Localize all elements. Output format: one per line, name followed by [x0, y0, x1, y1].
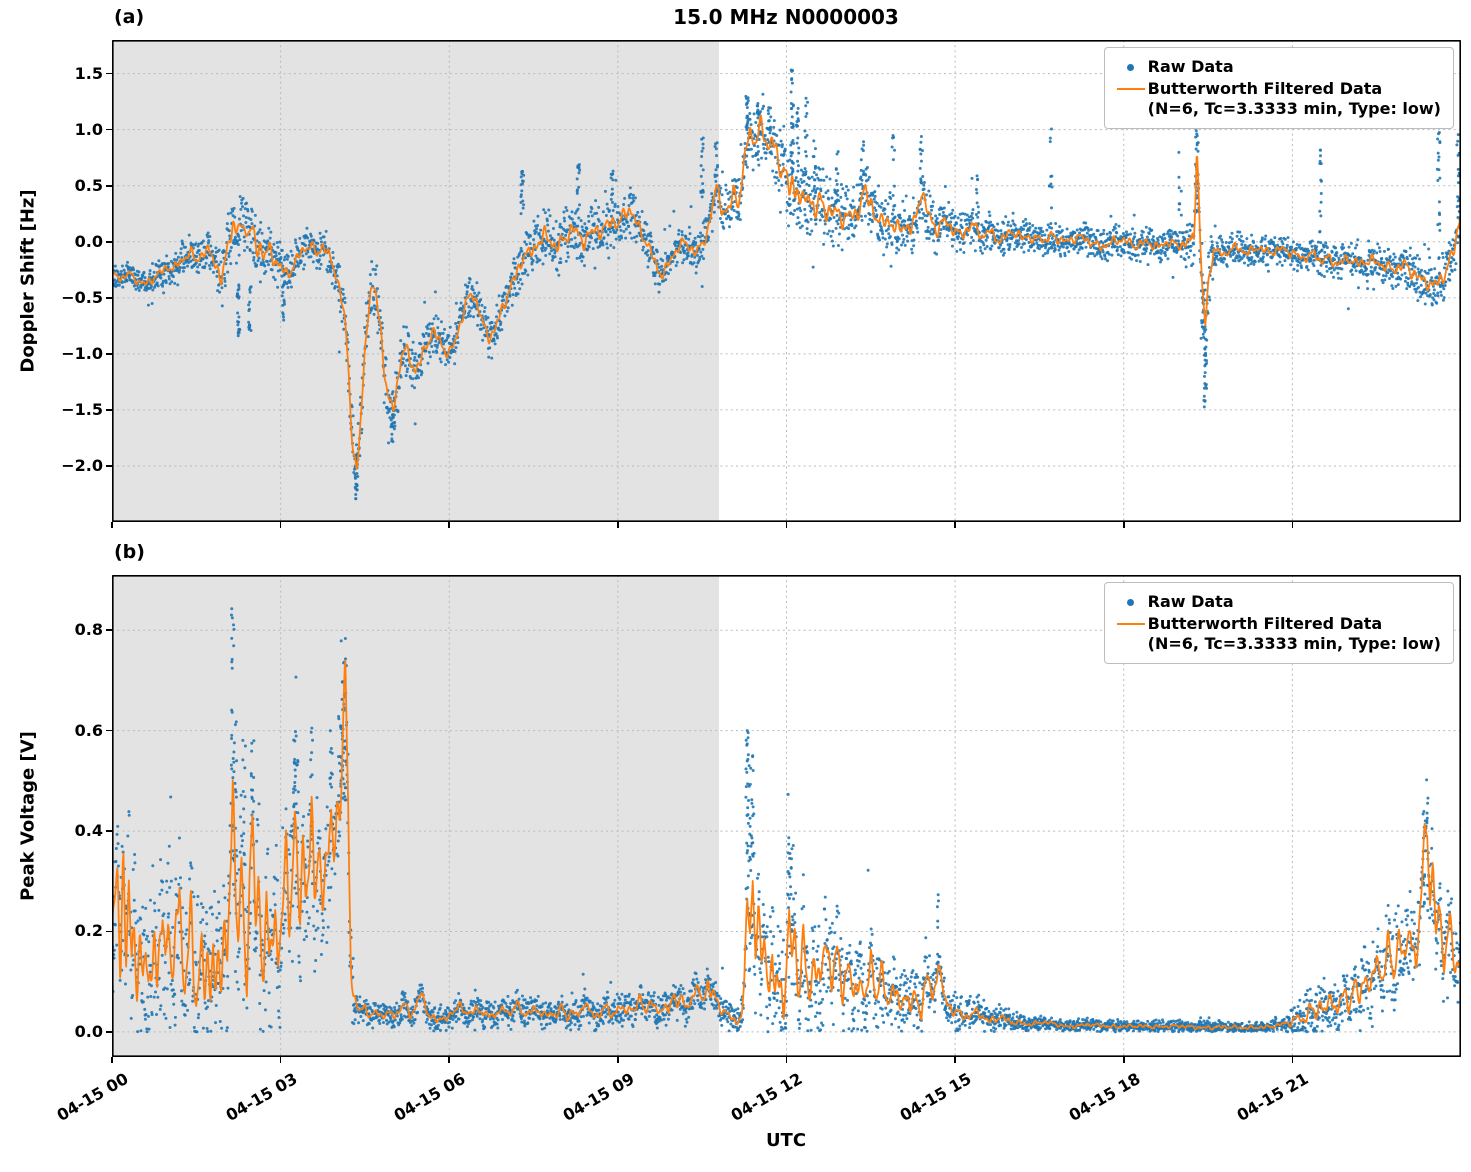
panel-a-y-axis-label: Doppler Shift [Hz] [17, 189, 39, 373]
panel-a-label: (a) [114, 6, 145, 28]
panel-b-legend: Raw Data Butterworth Filtered Data (N=6, … [1103, 582, 1454, 664]
y-tick-mark [106, 240, 112, 243]
x-tick-mark [279, 1057, 282, 1063]
legend-filtered-line2: (N=6, Tc=3.3333 min, Type: low) [1147, 634, 1441, 653]
y-tick-label: 0.4 [74, 821, 103, 841]
x-tick-mark [1291, 1057, 1294, 1063]
y-tick-mark [106, 128, 112, 131]
x-tick-label: 04-15 00 [53, 1069, 132, 1125]
raw-data-marker-icon [1114, 57, 1148, 77]
x-tick-mark [1291, 522, 1294, 528]
x-tick-mark [111, 522, 113, 528]
y-tick-label: 1.5 [74, 63, 103, 83]
legend-raw-label: Raw Data [1147, 592, 1234, 611]
y-tick-mark [106, 1031, 112, 1033]
x-tick-mark [954, 522, 956, 528]
y-tick-mark [106, 930, 112, 933]
panel-b-y-axis-label: Peak Voltage [V] [17, 731, 39, 901]
y-tick-mark [106, 297, 112, 299]
legend-entry-raw: Raw Data [1114, 57, 1441, 77]
x-tick-label: 04-15 09 [559, 1069, 638, 1125]
x-tick-label: 04-15 03 [222, 1069, 301, 1125]
x-axis-label: UTC [765, 1130, 807, 1151]
y-tick-label: 0.0 [74, 231, 103, 251]
y-tick-mark [106, 629, 112, 632]
y-tick-mark [106, 729, 112, 732]
legend-raw-label: Raw Data [1147, 57, 1234, 76]
legend-filtered-line2: (N=6, Tc=3.3333 min, Type: low) [1147, 99, 1441, 118]
orange-line-icon [1116, 623, 1145, 625]
legend-filtered-label: Butterworth Filtered Data (N=6, Tc=3.3333… [1148, 614, 1441, 654]
y-tick-label: −1.0 [61, 343, 103, 363]
x-tick-mark [448, 522, 451, 528]
y-tick-label: −0.5 [61, 287, 103, 307]
legend-entry-raw: Raw Data [1114, 592, 1441, 612]
blue-dot-icon [1127, 63, 1135, 71]
y-tick-label: 0.0 [74, 1021, 103, 1041]
legend-entry-filtered: Butterworth Filtered Data (N=6, Tc=3.3333… [1114, 79, 1441, 119]
x-tick-label: 04-15 18 [1065, 1069, 1144, 1125]
raw-data-marker-icon [1114, 592, 1148, 612]
y-tick-mark [106, 353, 112, 355]
x-tick-mark [1122, 522, 1125, 528]
x-tick-mark [279, 522, 282, 528]
x-tick-mark [954, 1057, 956, 1063]
x-tick-mark [448, 1057, 451, 1063]
blue-dot-icon [1127, 598, 1135, 606]
y-tick-label: 1.0 [74, 119, 103, 139]
y-tick-mark [106, 465, 112, 467]
chart-title: 15.0 MHz N0000003 [673, 5, 899, 29]
x-tick-label: 04-15 06 [390, 1069, 469, 1125]
x-tick-mark [617, 1057, 619, 1063]
orange-line-icon [1116, 88, 1145, 90]
filtered-line-marker-icon [1114, 79, 1148, 99]
y-tick-label: 0.5 [74, 175, 103, 195]
filtered-line-marker-icon [1114, 614, 1148, 634]
x-tick-mark [785, 1057, 788, 1063]
legend-filtered-line1: Butterworth Filtered Data [1147, 79, 1383, 98]
y-tick-label: 0.2 [74, 921, 103, 941]
y-tick-mark [106, 830, 112, 832]
y-tick-label: −1.5 [61, 399, 103, 419]
legend-filtered-label: Butterworth Filtered Data (N=6, Tc=3.3333… [1148, 79, 1441, 119]
y-tick-label: 0.6 [74, 720, 103, 740]
legend-entry-filtered: Butterworth Filtered Data (N=6, Tc=3.3333… [1114, 614, 1441, 654]
x-tick-label: 04-15 21 [1233, 1069, 1312, 1125]
x-tick-mark [617, 522, 619, 528]
y-tick-mark [106, 72, 112, 75]
panel-a-legend: Raw Data Butterworth Filtered Data (N=6, … [1103, 47, 1454, 129]
x-tick-mark [111, 1057, 113, 1063]
x-tick-mark [785, 522, 788, 528]
x-tick-label: 04-15 12 [728, 1069, 806, 1125]
x-tick-mark [1122, 1057, 1125, 1063]
y-tick-mark [106, 184, 112, 187]
panel-b-label: (b) [114, 541, 145, 563]
y-tick-mark [106, 409, 112, 411]
x-tick-label: 04-15 15 [896, 1069, 975, 1125]
legend-filtered-line1: Butterworth Filtered Data [1147, 614, 1383, 633]
y-tick-label: 0.8 [74, 620, 103, 640]
y-tick-label: −2.0 [61, 455, 103, 475]
